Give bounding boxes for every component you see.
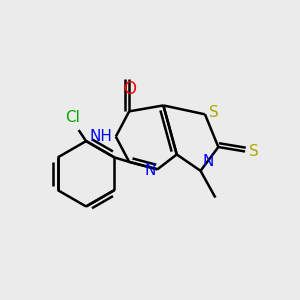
Text: S: S [209,105,219,120]
Text: S: S [249,144,258,159]
Text: Cl: Cl [65,110,80,125]
Text: N: N [202,154,213,169]
Text: N: N [145,163,156,178]
Text: NH: NH [89,129,112,144]
Text: O: O [123,80,136,98]
